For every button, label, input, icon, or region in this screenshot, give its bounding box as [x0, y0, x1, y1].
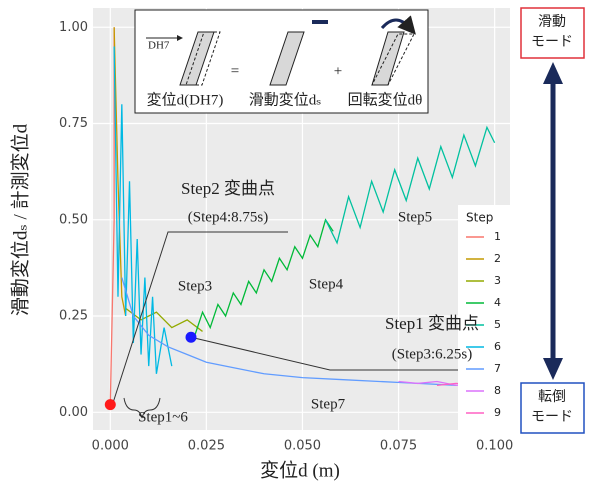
- y-tick-label: 0.25: [59, 309, 88, 324]
- legend-label: 1: [494, 230, 501, 243]
- y-tick-label: 0.00: [59, 405, 88, 420]
- legend-label: 2: [494, 252, 501, 265]
- leader-line: [111, 231, 288, 407]
- mode-label: モード: [531, 35, 573, 50]
- legend-label: 7: [494, 362, 501, 375]
- x-tick-label: 0.075: [380, 439, 417, 454]
- leader-line: [189, 336, 462, 371]
- inset-label: 滑動変位dₛ: [249, 91, 322, 108]
- arrow-head: [543, 62, 563, 84]
- x-axis-label: 変位d (m): [260, 459, 340, 481]
- arrow-head: [543, 358, 563, 380]
- mode-label: モード: [531, 410, 573, 425]
- annotation: (Step4:8.75s): [188, 209, 268, 225]
- legend-title: Step: [466, 211, 493, 225]
- inset-label: +: [334, 63, 342, 79]
- annotation: Step1 変曲点: [385, 314, 479, 333]
- inset-label: 回転変位dθ: [348, 91, 423, 108]
- mode-label: 滑動: [538, 13, 566, 30]
- annotation: (Step3:6.25s): [392, 346, 472, 362]
- inset-label: 変位d(DH7): [147, 91, 224, 108]
- mode-box: [520, 382, 585, 434]
- block-outline: [185, 31, 221, 86]
- mode-label: 転倒: [538, 389, 566, 405]
- series-line: [113, 27, 127, 317]
- x-tick-label: 0.050: [284, 439, 321, 454]
- y-tick-label: 0.50: [59, 212, 88, 227]
- annotation: Step2 変曲点: [181, 179, 275, 198]
- inset: DH7 変位d(DH7) = 滑動変位dₛ + 回転変位dθ: [134, 9, 429, 114]
- series-line: [125, 307, 203, 332]
- mode-box: [520, 7, 585, 59]
- arrow: [380, 15, 416, 35]
- series-line: [121, 277, 457, 386]
- legend-label: 3: [494, 274, 501, 287]
- marker-point: [185, 331, 197, 343]
- block: [269, 31, 305, 86]
- annotation: Step3: [178, 278, 212, 294]
- y-axis-label: 滑動変位dₛ / 計測変位d: [9, 123, 31, 316]
- y-tick-label: 0.75: [59, 116, 88, 131]
- block-outline: [371, 33, 415, 86]
- marker-point: [104, 399, 116, 411]
- legend-box: [458, 205, 510, 430]
- legend-label: 8: [494, 384, 501, 397]
- inset-label: =: [231, 63, 239, 79]
- x-tick-label: 0.100: [476, 439, 513, 454]
- annotation: Step5: [398, 209, 432, 225]
- x-tick-label: 0.000: [92, 439, 129, 454]
- legend-label: 5: [494, 318, 501, 331]
- legend-label: 9: [494, 406, 501, 419]
- brace: [123, 397, 161, 419]
- arrow-label: DH7: [148, 40, 170, 52]
- annotation: Step4: [309, 276, 344, 292]
- series-line: [109, 27, 115, 405]
- annotation: Step7: [311, 396, 346, 412]
- series-line: [324, 125, 496, 245]
- annotation: Step1~6: [138, 409, 188, 425]
- legend-label: 4: [494, 296, 501, 309]
- legend-label: 6: [494, 340, 501, 353]
- series-line: [113, 46, 173, 374]
- y-tick-label: 1.00: [59, 20, 88, 35]
- x-tick-label: 0.025: [188, 439, 225, 454]
- series-line: [194, 218, 334, 336]
